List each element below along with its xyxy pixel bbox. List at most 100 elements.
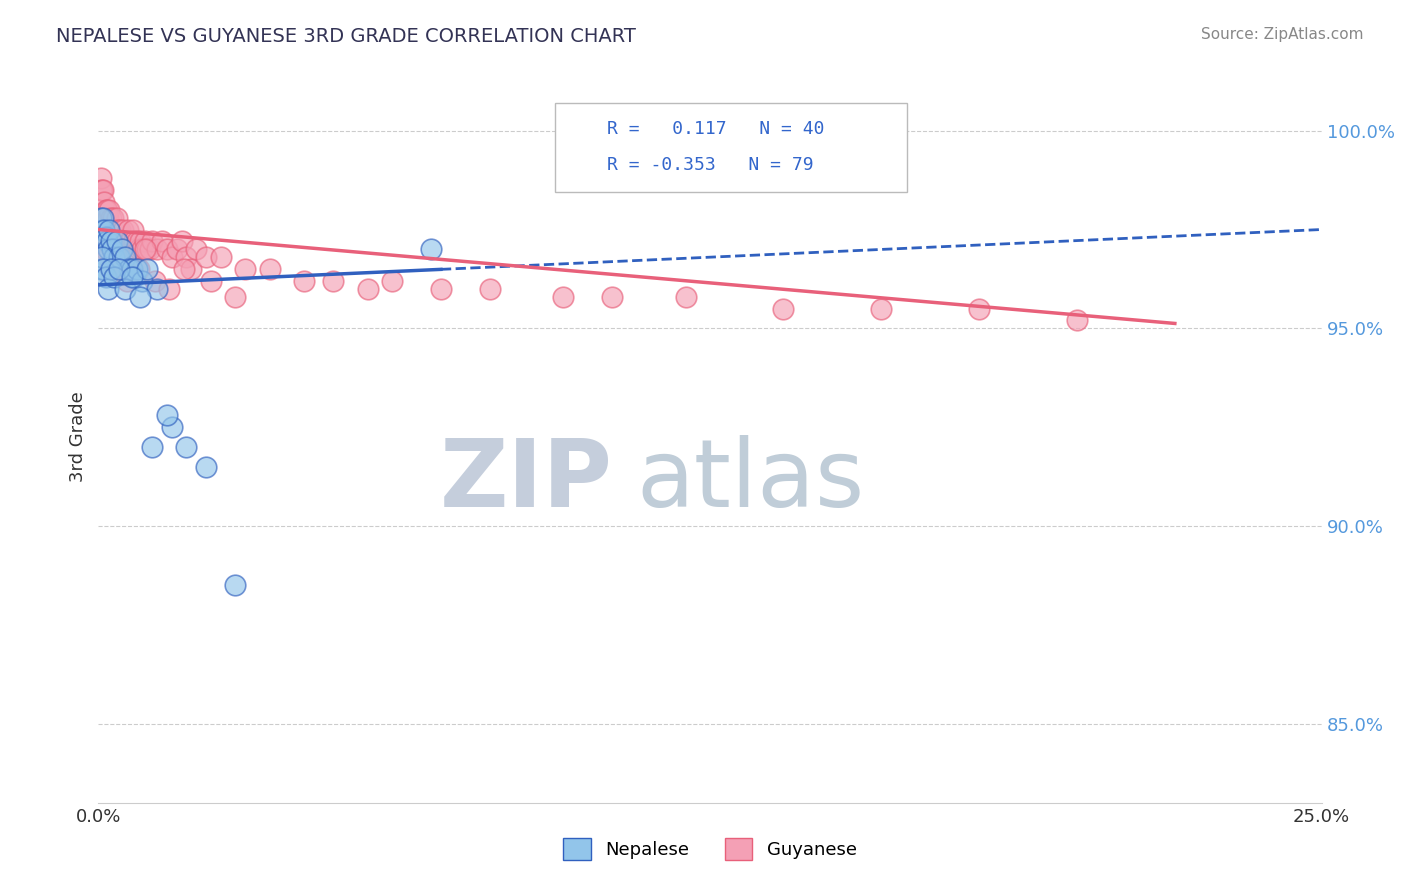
Point bbox=[108, 262, 131, 277]
Point bbox=[114, 235, 136, 249]
Point bbox=[136, 242, 159, 256]
Point bbox=[156, 242, 179, 256]
Point bbox=[125, 262, 148, 277]
Point bbox=[103, 250, 125, 264]
Point bbox=[322, 274, 344, 288]
Point bbox=[139, 242, 162, 256]
Point bbox=[180, 262, 202, 277]
Point bbox=[98, 222, 121, 236]
Point bbox=[128, 242, 150, 256]
Point bbox=[98, 202, 121, 217]
Point bbox=[91, 222, 114, 236]
Text: NEPALESE VS GUYANESE 3RD GRADE CORRELATION CHART: NEPALESE VS GUYANESE 3RD GRADE CORRELATI… bbox=[56, 27, 636, 45]
Point bbox=[118, 262, 141, 277]
Point bbox=[356, 282, 378, 296]
Point bbox=[173, 262, 195, 277]
Point bbox=[94, 230, 117, 244]
Point bbox=[675, 290, 697, 304]
Point bbox=[114, 282, 136, 296]
Point bbox=[224, 290, 246, 304]
Point bbox=[94, 202, 117, 217]
Point bbox=[121, 222, 143, 236]
Point bbox=[111, 222, 134, 236]
Point bbox=[101, 242, 124, 256]
Point bbox=[478, 282, 501, 296]
Point bbox=[117, 222, 139, 236]
Point bbox=[122, 269, 145, 284]
Point bbox=[90, 211, 112, 225]
Point bbox=[97, 211, 120, 225]
Point bbox=[128, 262, 150, 277]
Point bbox=[104, 222, 127, 236]
Point bbox=[259, 262, 281, 277]
Point bbox=[141, 440, 163, 454]
Point bbox=[292, 274, 315, 288]
Point bbox=[100, 235, 122, 249]
Point bbox=[96, 202, 118, 217]
Point bbox=[91, 183, 114, 197]
Point bbox=[121, 242, 143, 256]
Point bbox=[101, 222, 124, 236]
Point bbox=[97, 282, 120, 296]
Point bbox=[111, 242, 134, 256]
Point bbox=[98, 262, 121, 277]
Point bbox=[131, 242, 153, 256]
Point bbox=[91, 211, 114, 225]
Point bbox=[420, 242, 443, 256]
Point bbox=[111, 235, 134, 249]
Point bbox=[136, 262, 159, 277]
Point bbox=[870, 301, 893, 316]
Point bbox=[120, 235, 142, 249]
Point bbox=[91, 235, 114, 249]
Point bbox=[146, 282, 169, 296]
Point bbox=[124, 242, 146, 256]
Point bbox=[108, 262, 131, 277]
Text: Source: ZipAtlas.com: Source: ZipAtlas.com bbox=[1201, 27, 1364, 42]
Point bbox=[108, 235, 131, 249]
Point bbox=[110, 222, 132, 236]
Point bbox=[430, 282, 453, 296]
Point bbox=[233, 262, 256, 277]
Point bbox=[103, 269, 125, 284]
Point bbox=[134, 242, 156, 256]
Point bbox=[122, 235, 145, 249]
Point bbox=[160, 420, 183, 434]
Point bbox=[107, 222, 129, 236]
Point bbox=[96, 250, 118, 264]
Point bbox=[186, 242, 208, 256]
Point bbox=[114, 250, 136, 264]
Point bbox=[157, 282, 180, 296]
Point bbox=[967, 301, 990, 316]
Point bbox=[170, 235, 193, 249]
Point bbox=[90, 171, 112, 186]
Y-axis label: 3rd Grade: 3rd Grade bbox=[69, 392, 87, 483]
Point bbox=[121, 269, 143, 284]
Point bbox=[600, 290, 623, 304]
Point bbox=[101, 211, 124, 225]
Point bbox=[1066, 313, 1088, 327]
Point bbox=[381, 274, 404, 288]
Text: R =   0.117   N = 40: R = 0.117 N = 40 bbox=[607, 120, 825, 138]
Point bbox=[97, 242, 120, 256]
Point bbox=[200, 274, 222, 288]
Point bbox=[121, 262, 143, 277]
Point bbox=[91, 250, 114, 264]
Point bbox=[143, 274, 166, 288]
Point bbox=[156, 409, 179, 423]
Point bbox=[129, 290, 152, 304]
Text: R = -0.353   N = 79: R = -0.353 N = 79 bbox=[607, 156, 814, 174]
Point bbox=[166, 242, 188, 256]
Point bbox=[103, 222, 125, 236]
Point bbox=[93, 194, 115, 209]
Point bbox=[90, 183, 112, 197]
Point bbox=[160, 250, 183, 264]
Point bbox=[120, 262, 142, 277]
Point bbox=[94, 269, 117, 284]
Point bbox=[134, 235, 156, 249]
Point bbox=[115, 274, 138, 288]
Point bbox=[131, 274, 153, 288]
Text: ZIP: ZIP bbox=[439, 435, 612, 527]
Point bbox=[96, 235, 118, 249]
Point bbox=[105, 211, 128, 225]
Point bbox=[772, 301, 794, 316]
